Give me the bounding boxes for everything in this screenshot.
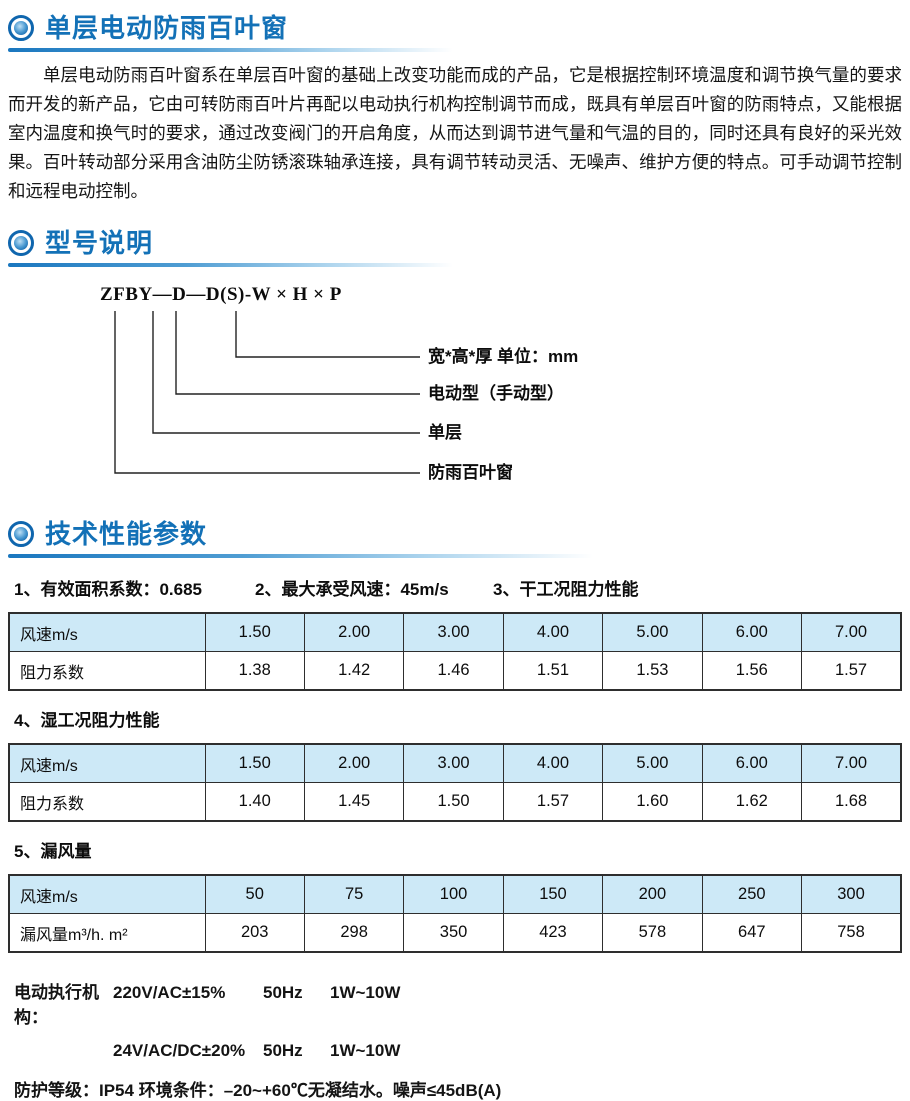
leakage-caption: 5、漏风量 <box>14 842 92 861</box>
table-row-label: 漏风量m³/h. m² <box>8 913 206 953</box>
section-header-model: 型号说明 <box>0 228 910 258</box>
bullseye-icon <box>8 521 34 547</box>
table-cell: 1.57 <box>801 651 902 691</box>
bullseye-icon-core <box>14 236 28 250</box>
header-underline <box>8 48 453 52</box>
product-description: 单层电动防雨百叶窗系在单层百叶窗的基础上改变功能而成的产品，它是根据控制环境温度… <box>8 65 902 201</box>
diagram-label-dimensions: 宽*高*厚 单位：mm <box>428 347 579 366</box>
table-cell: 1.46 <box>403 651 504 691</box>
diagram-label-drive-type: 电动型（手动型） <box>428 384 564 403</box>
table-cell: 350 <box>403 913 504 953</box>
tech-item-max-wind-speed: 2、最大承受风速：45m/s <box>255 580 449 599</box>
table-cell: 1.68 <box>801 782 902 822</box>
table-cell: 200 <box>602 874 703 914</box>
actuator-voltage: 220V/AC±15% <box>113 983 226 1002</box>
actuator-label: 电动执行机构： <box>14 983 99 1027</box>
actuator-power: 1W~10W <box>330 1041 401 1060</box>
table-cell: 6.00 <box>701 612 803 652</box>
actuator-specs: 电动执行机构： 220V/AC±15% 50Hz 1W~10W 24V/AC/D… <box>14 978 910 1061</box>
table-row: 漏风量m³/h. m² 203 298 350 423 578 647 758 <box>8 913 902 953</box>
table-row: 风速m/s 1.50 2.00 3.00 4.00 5.00 6.00 7.00 <box>8 743 902 783</box>
table-cell: 1.40 <box>204 782 305 822</box>
model-code-diagram: ZFBY—D—D(S)-W × H × P 宽*高*厚 单位：mm 电动型（手动… <box>0 281 910 497</box>
table-cell: 647 <box>701 913 803 953</box>
table-cell: 7.00 <box>801 743 902 783</box>
table-cell: 1.50 <box>204 612 305 652</box>
actuator-voltage: 24V/AC/DC±20% <box>113 1041 246 1060</box>
table-cell: 5.00 <box>602 612 703 652</box>
tech-items-line: 1、有效面积系数：0.685 2、最大承受风速：45m/s 3、干工况阻力性能 <box>14 575 910 600</box>
diagram-connector-lines <box>114 311 420 474</box>
leakage-table: 风速m/s 50 75 100 150 200 250 300 漏风量m³/h.… <box>8 874 902 953</box>
dry-resistance-table: 风速m/s 1.50 2.00 3.00 4.00 5.00 6.00 7.00… <box>8 612 902 691</box>
bullseye-icon <box>8 15 34 41</box>
table-cell: 75 <box>303 874 405 914</box>
table-cell: 3.00 <box>403 743 504 783</box>
bullseye-icon-core <box>14 21 28 35</box>
diagram-label-louver: 防雨百叶窗 <box>428 463 513 482</box>
table-cell: 1.45 <box>303 782 405 822</box>
table-cell: 1.42 <box>303 651 405 691</box>
wet-resistance-table: 风速m/s 1.50 2.00 3.00 4.00 5.00 6.00 7.00… <box>8 743 902 822</box>
table-cell: 100 <box>403 874 504 914</box>
table-cell: 1.38 <box>204 651 305 691</box>
model-section-title: 型号说明 <box>45 228 154 258</box>
table-cell: 1.53 <box>602 651 703 691</box>
table-cell: 150 <box>502 874 604 914</box>
section-header-tech: 技术性能参数 <box>0 519 910 549</box>
table-cell: 7.00 <box>801 612 902 652</box>
actuator-frequency: 50Hz <box>263 983 303 1002</box>
header-underline <box>8 263 453 267</box>
header-underline <box>8 554 593 558</box>
table-cell: 2.00 <box>303 743 405 783</box>
actuator-frequency: 50Hz <box>263 1041 303 1060</box>
table-cell: 1.56 <box>701 651 803 691</box>
table-cell: 1.62 <box>701 782 803 822</box>
table-row-label: 风速m/s <box>8 743 206 783</box>
section-header-product: 单层电动防雨百叶窗 <box>0 0 910 43</box>
table-cell: 4.00 <box>502 743 604 783</box>
table-row: 阻力系数 1.40 1.45 1.50 1.57 1.60 1.62 1.68 <box>8 782 902 822</box>
table-cell: 298 <box>303 913 405 953</box>
table-row-label: 阻力系数 <box>8 651 206 691</box>
actuator-row-24v: 24V/AC/DC±20% 50Hz 1W~10W <box>14 1041 910 1061</box>
table-cell: 423 <box>502 913 604 953</box>
actuator-row-220v: 电动执行机构： 220V/AC±15% 50Hz 1W~10W <box>14 978 910 1028</box>
protection-rating-line: 防护等级：IP54 环境条件：–20~+60℃无凝结水。噪声≤45dB(A) <box>14 1081 502 1100</box>
table-cell: 50 <box>204 874 305 914</box>
tech-section-title: 技术性能参数 <box>45 519 208 549</box>
wet-resistance-caption: 4、湿工况阻力性能 <box>14 711 160 730</box>
table-cell: 578 <box>602 913 703 953</box>
page-title: 单层电动防雨百叶窗 <box>45 13 289 43</box>
table-cell: 1.51 <box>502 651 604 691</box>
table-cell: 1.57 <box>502 782 604 822</box>
table-cell: 3.00 <box>403 612 504 652</box>
table-cell: 4.00 <box>502 612 604 652</box>
table-row-label: 风速m/s <box>8 612 206 652</box>
table-cell: 758 <box>801 913 902 953</box>
table-cell: 6.00 <box>701 743 803 783</box>
model-code: ZFBY—D—D(S)-W × H × P <box>100 284 342 305</box>
tech-item-area-coefficient: 1、有效面积系数：0.685 <box>14 580 202 599</box>
table-cell: 203 <box>204 913 305 953</box>
table-row: 风速m/s 50 75 100 150 200 250 300 <box>8 874 902 914</box>
table-cell: 1.50 <box>204 743 305 783</box>
diagram-label-single-layer: 单层 <box>428 423 462 442</box>
table-cell: 2.00 <box>303 612 405 652</box>
table-row: 阻力系数 1.38 1.42 1.46 1.51 1.53 1.56 1.57 <box>8 651 902 691</box>
table-row: 风速m/s 1.50 2.00 3.00 4.00 5.00 6.00 7.00 <box>8 612 902 652</box>
table-cell: 1.60 <box>602 782 703 822</box>
table-row-label: 阻力系数 <box>8 782 206 822</box>
table-cell: 1.50 <box>403 782 504 822</box>
bullseye-icon <box>8 230 34 256</box>
actuator-power: 1W~10W <box>330 983 401 1002</box>
table-cell: 5.00 <box>602 743 703 783</box>
table-row-label: 风速m/s <box>8 874 206 914</box>
table-cell: 300 <box>801 874 902 914</box>
bullseye-icon-core <box>14 527 28 541</box>
table-cell: 250 <box>701 874 803 914</box>
tech-item-dry-resistance: 3、干工况阻力性能 <box>493 580 639 599</box>
